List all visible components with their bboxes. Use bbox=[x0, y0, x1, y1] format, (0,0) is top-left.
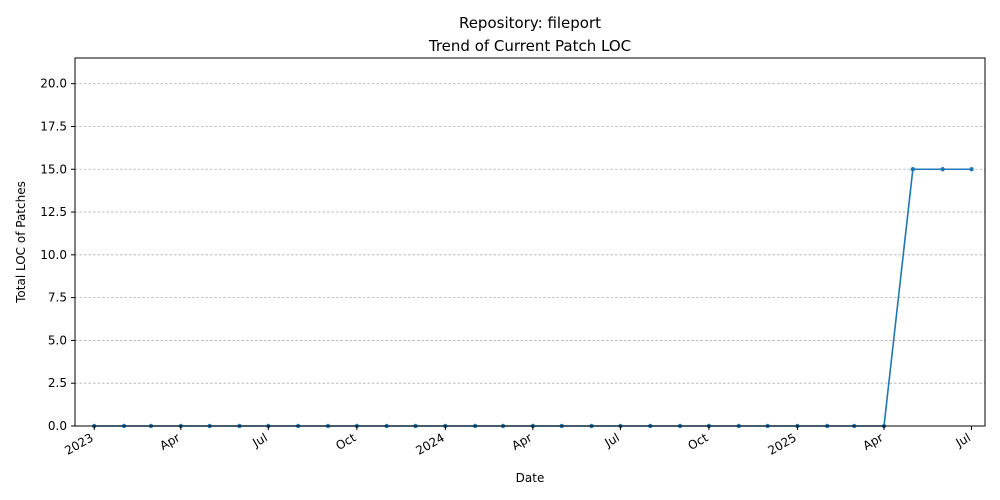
y-axis: 0.0 2.5 5.0 7.5 10.0 12.5 15.0 17.5 20.0 bbox=[40, 77, 75, 433]
y-tick-label: 7.5 bbox=[48, 291, 67, 305]
x-tick-label: 2024 bbox=[413, 430, 446, 457]
data-point bbox=[940, 167, 945, 172]
x-tick-label: Apr bbox=[509, 430, 534, 453]
x-tick-label: Jul bbox=[602, 430, 622, 450]
y-tick-label: 12.5 bbox=[40, 205, 67, 219]
x-axis-label: Date bbox=[516, 471, 545, 485]
y-tick-label: 0.0 bbox=[48, 419, 67, 433]
x-tick-label: 2025 bbox=[765, 430, 798, 457]
y-tick-label: 2.5 bbox=[48, 376, 67, 390]
plot-frame bbox=[74, 57, 986, 427]
y-tick-label: 15.0 bbox=[40, 162, 67, 176]
data-point bbox=[910, 167, 916, 172]
y-tick-label: 10.0 bbox=[40, 248, 67, 262]
data-point bbox=[969, 167, 974, 172]
x-axis: 2023 Apr Jul Oct 2024 Apr Jul Oct 2025 Apr Jul bbox=[62, 426, 973, 458]
x-tick-label: Apr bbox=[157, 430, 182, 453]
x-tick-label: Jul bbox=[249, 430, 269, 450]
chart-title: Repository: fileport bbox=[459, 14, 601, 32]
y-tick-label: 5.0 bbox=[48, 333, 67, 347]
y-tick-label: 20.0 bbox=[40, 77, 67, 91]
x-tick-label: Oct bbox=[333, 430, 358, 453]
x-tick-label: Oct bbox=[685, 430, 710, 453]
x-tick-label: 2023 bbox=[62, 430, 95, 457]
x-tick-label: Apr bbox=[861, 430, 886, 453]
chart-subtitle: Trend of Current Patch LOC bbox=[428, 37, 631, 55]
x-tick-label: Jul bbox=[953, 430, 973, 450]
grid-lines bbox=[75, 83, 985, 427]
y-axis-label: Total LOC of Patches bbox=[14, 181, 28, 304]
y-tick-label: 17.5 bbox=[40, 119, 67, 133]
